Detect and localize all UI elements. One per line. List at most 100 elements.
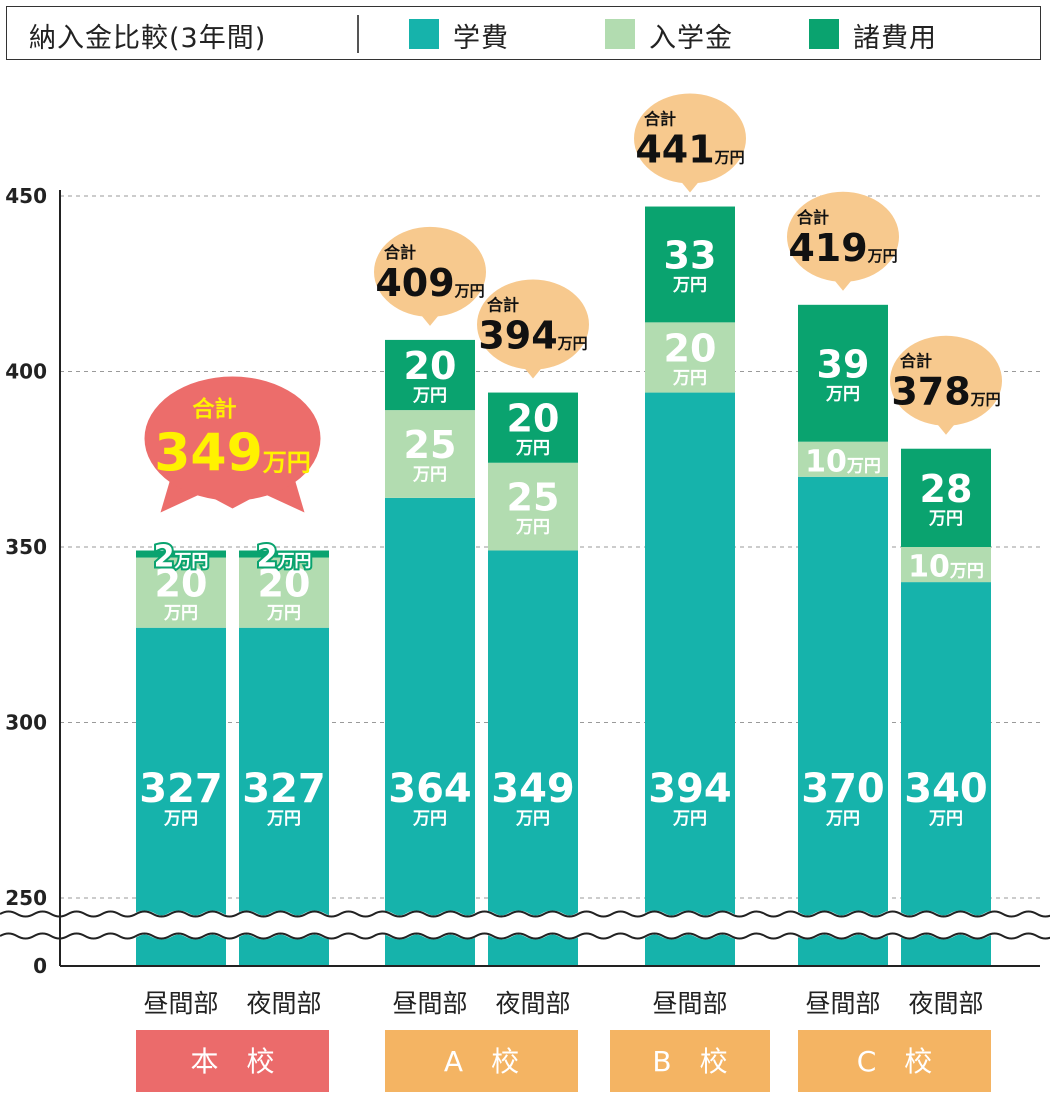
total-value: 394万円: [478, 314, 587, 358]
axis-break-mask-top: [0, 910, 1050, 926]
y-tick-label: 350: [5, 535, 47, 559]
total-value: 349万円: [154, 424, 311, 484]
value-label-tuition-unit: 万円: [672, 809, 707, 829]
bar-segment-tuition: [136, 627, 226, 966]
legend-label-entrance: 入学金: [649, 23, 733, 54]
group-label: A 校: [444, 1045, 519, 1078]
group-label-box: [385, 1030, 578, 1092]
bar-segment-entrance: [901, 547, 991, 583]
bar-segment-tuition: [901, 582, 991, 966]
axis-break-line-top: [0, 910, 1050, 918]
x-category-label: 夜間部: [908, 989, 983, 1018]
total-bubble: [144, 376, 321, 501]
bar-segment-misc: [901, 448, 991, 547]
value-label-misc-unit: 万円: [672, 275, 707, 295]
x-category-label: 昼間部: [652, 989, 727, 1018]
total-label: 合計: [192, 397, 236, 423]
y-tick-label: 0: [33, 954, 47, 978]
axis-break-mask-bottom: [0, 924, 1050, 940]
value-label-tuition-unit: 万円: [515, 809, 550, 829]
x-category-label: 昼間部: [392, 989, 467, 1018]
value-label-tuition: 370: [801, 766, 885, 812]
legend-swatch-misc: [809, 19, 839, 49]
value-label-misc: 2万円: [257, 540, 312, 575]
total-value: 378万円: [891, 370, 1000, 414]
value-label-misc: 33: [664, 233, 717, 277]
value-label-tuition-unit: 万円: [928, 809, 963, 829]
value-label-tuition-unit: 万円: [412, 809, 447, 829]
x-category-label: 昼間部: [143, 989, 218, 1018]
bar-segment-tuition: [385, 497, 475, 966]
value-label-misc: 20: [404, 344, 457, 388]
y-tick-label: 250: [5, 886, 47, 910]
value-label-entrance-unit: 万円: [163, 604, 198, 624]
group-label: B 校: [652, 1045, 727, 1078]
axis-break-line-bottom: [0, 932, 1050, 940]
bar-segment-tuition: [488, 550, 578, 966]
total-label: 合計: [487, 296, 519, 315]
legend-divider: [357, 15, 359, 53]
bar-segment-tuition: [798, 476, 888, 966]
bar-segment-misc: [239, 550, 329, 558]
legend-title: 納入金比較(3年間): [29, 23, 267, 54]
value-label-entrance: 10万円: [908, 550, 984, 585]
value-label-entrance: 25: [507, 476, 560, 520]
bar-segment-misc: [488, 392, 578, 463]
total-bubble: [477, 279, 589, 370]
legend-label-tuition: 学費: [453, 23, 509, 54]
value-label-tuition: 327: [242, 766, 326, 812]
legend-swatch-entrance: [605, 19, 635, 49]
total-label: 合計: [384, 243, 416, 262]
value-label-tuition: 349: [491, 766, 575, 812]
bar-segment-entrance: [239, 557, 329, 628]
value-label-misc: 39: [817, 342, 870, 386]
y-tick-label: 400: [5, 360, 47, 384]
group-label-box: [610, 1030, 770, 1092]
total-value: 409万円: [375, 261, 484, 305]
bar-segment-tuition: [239, 627, 329, 966]
bar-segment-entrance: [488, 462, 578, 551]
value-label-tuition: 394: [648, 766, 732, 812]
value-label-tuition-unit: 万円: [825, 809, 860, 829]
total-bubble: [634, 93, 746, 184]
value-label-misc: 28: [920, 467, 973, 511]
group-label: C 校: [857, 1045, 933, 1078]
value-label-tuition-unit: 万円: [266, 809, 301, 829]
value-label-entrance-unit: 万円: [412, 465, 447, 485]
bar-segment-misc: [645, 206, 735, 323]
value-label-misc-unit: 万円: [928, 509, 963, 529]
y-tick-label: 450: [5, 184, 47, 208]
group-label-box: [798, 1030, 991, 1092]
total-label: 合計: [900, 352, 932, 371]
total-value: 419万円: [788, 226, 897, 270]
total-label: 合計: [644, 110, 676, 129]
total-bubble: [890, 335, 1002, 426]
value-label-entrance: 20: [258, 562, 311, 606]
bar-segment-entrance: [136, 557, 226, 628]
bar-segment-entrance: [645, 322, 735, 393]
value-label-tuition: 340: [904, 766, 988, 812]
chart-legend: 納入金比較(3年間) 学費 入学金 諸費用: [6, 6, 1041, 60]
value-label-misc: 20: [507, 397, 560, 441]
x-category-label: 夜間部: [495, 989, 570, 1018]
bar-segment-entrance: [385, 410, 475, 498]
value-label-entrance: 20: [155, 562, 208, 606]
value-label-entrance: 20: [664, 326, 717, 370]
total-label: 合計: [797, 208, 829, 227]
value-label-entrance-unit: 万円: [515, 518, 550, 538]
group-label-box: [136, 1030, 329, 1092]
total-value: 441万円: [635, 128, 744, 172]
value-label-tuition-unit: 万円: [163, 809, 198, 829]
value-label-misc-unit: 万円: [515, 439, 550, 459]
y-tick-label: 300: [5, 711, 47, 735]
value-label-tuition: 327: [139, 766, 223, 812]
value-label-entrance: 25: [404, 423, 457, 467]
bar-segment-misc: [136, 550, 226, 558]
legend-label-misc: 諸費用: [853, 23, 937, 54]
value-label-entrance-unit: 万円: [266, 604, 301, 624]
legend-swatch-tuition: [409, 19, 439, 49]
value-label-entrance-unit: 万円: [672, 368, 707, 388]
total-bubble: [787, 191, 899, 282]
bar-segment-misc: [385, 339, 475, 411]
